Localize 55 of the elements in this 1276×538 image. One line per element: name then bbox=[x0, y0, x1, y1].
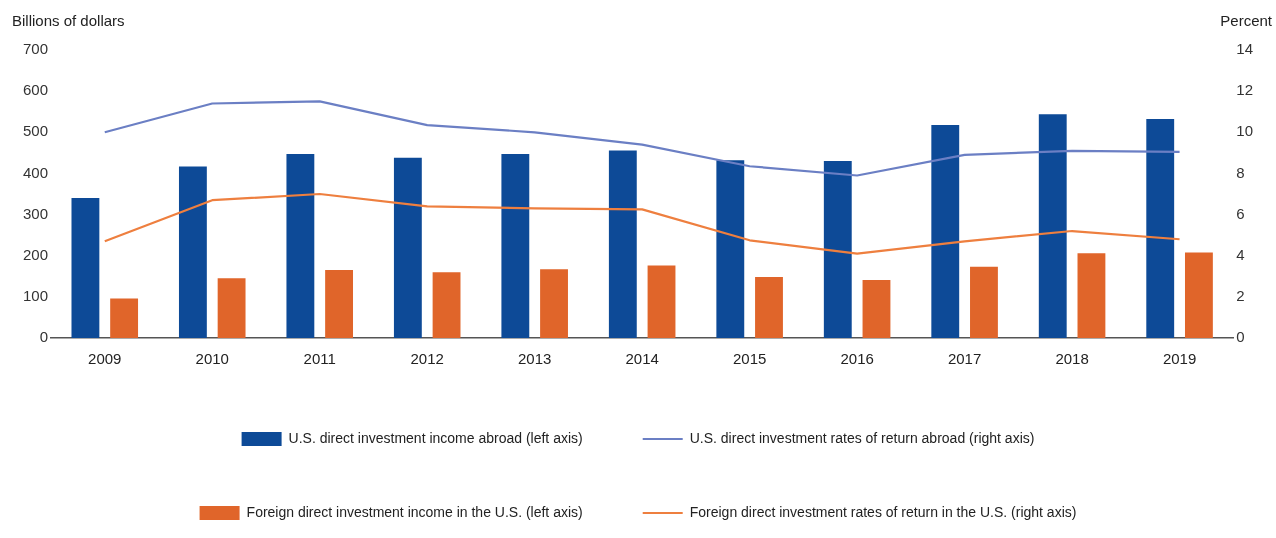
x-tick-label: 2015 bbox=[732, 350, 767, 368]
x-tick-label: 2014 bbox=[625, 350, 659, 368]
y2-tick-label: 4 bbox=[1236, 245, 1245, 263]
bar bbox=[823, 161, 852, 338]
y2-tick-label: 6 bbox=[1236, 204, 1245, 222]
bar bbox=[1146, 119, 1175, 338]
bar bbox=[970, 266, 998, 338]
x-tick-label: 2016 bbox=[840, 350, 874, 368]
bar bbox=[1184, 252, 1213, 338]
y2-tick-label: 12 bbox=[1236, 81, 1253, 99]
y-tick-label: 500 bbox=[23, 122, 49, 140]
y-tick-label: 100 bbox=[23, 287, 49, 304]
x-tick-label: 2018 bbox=[1055, 350, 1089, 368]
legend-label: Foreign direct investment rates of return in the U.S. (right axis) bbox=[689, 503, 1077, 520]
bar bbox=[540, 269, 568, 338]
x-tick-label: 2009 bbox=[88, 350, 122, 368]
bar bbox=[217, 278, 246, 338]
bar bbox=[286, 154, 315, 338]
bar bbox=[931, 124, 960, 338]
y2-axis-title: Percent bbox=[1220, 12, 1272, 29]
x-tick-label: 2017 bbox=[947, 350, 982, 368]
bar bbox=[325, 270, 354, 338]
bar bbox=[1038, 114, 1067, 338]
legend-label: U.S. direct investment income abroad (left axis) bbox=[288, 429, 583, 446]
legend-label: U.S. direct investment rates of return abroad (right axis) bbox=[689, 429, 1035, 446]
legend-label: Foreign direct investment income in the U.S. (left axis) bbox=[246, 503, 583, 520]
bar bbox=[71, 198, 100, 338]
x-tick-label: 2012 bbox=[410, 350, 444, 368]
y-tick-label: 0 bbox=[39, 328, 49, 346]
y-tick-label: 200 bbox=[23, 245, 49, 263]
x-tick-label: 2019 bbox=[1162, 350, 1197, 368]
x-tick-label: 2011 bbox=[303, 350, 336, 368]
y2-tick-label: 8 bbox=[1236, 163, 1245, 181]
bar bbox=[1077, 253, 1106, 338]
x-tick-label: 2010 bbox=[195, 350, 229, 368]
bar bbox=[862, 279, 891, 338]
x-tick-label: 2013 bbox=[518, 350, 552, 368]
bar bbox=[608, 150, 637, 338]
bar bbox=[393, 157, 422, 338]
y-axis-title: Billions of dollars bbox=[12, 12, 125, 29]
y-tick-label: 400 bbox=[23, 163, 49, 181]
y2-tick-label: 10 bbox=[1236, 122, 1253, 140]
bar bbox=[647, 265, 676, 338]
bar bbox=[178, 166, 207, 338]
y-tick-label: 600 bbox=[23, 81, 49, 99]
y-tick-label: 700 bbox=[23, 40, 49, 58]
bar bbox=[501, 154, 530, 338]
bar bbox=[432, 272, 461, 338]
y2-tick-label: 0 bbox=[1236, 328, 1245, 346]
y-tick-label: 300 bbox=[23, 204, 49, 222]
y2-tick-label: 14 bbox=[1236, 40, 1253, 58]
bar bbox=[110, 298, 139, 338]
y2-tick-label: 2 bbox=[1236, 287, 1245, 304]
bar bbox=[716, 160, 745, 338]
bar bbox=[755, 277, 783, 338]
